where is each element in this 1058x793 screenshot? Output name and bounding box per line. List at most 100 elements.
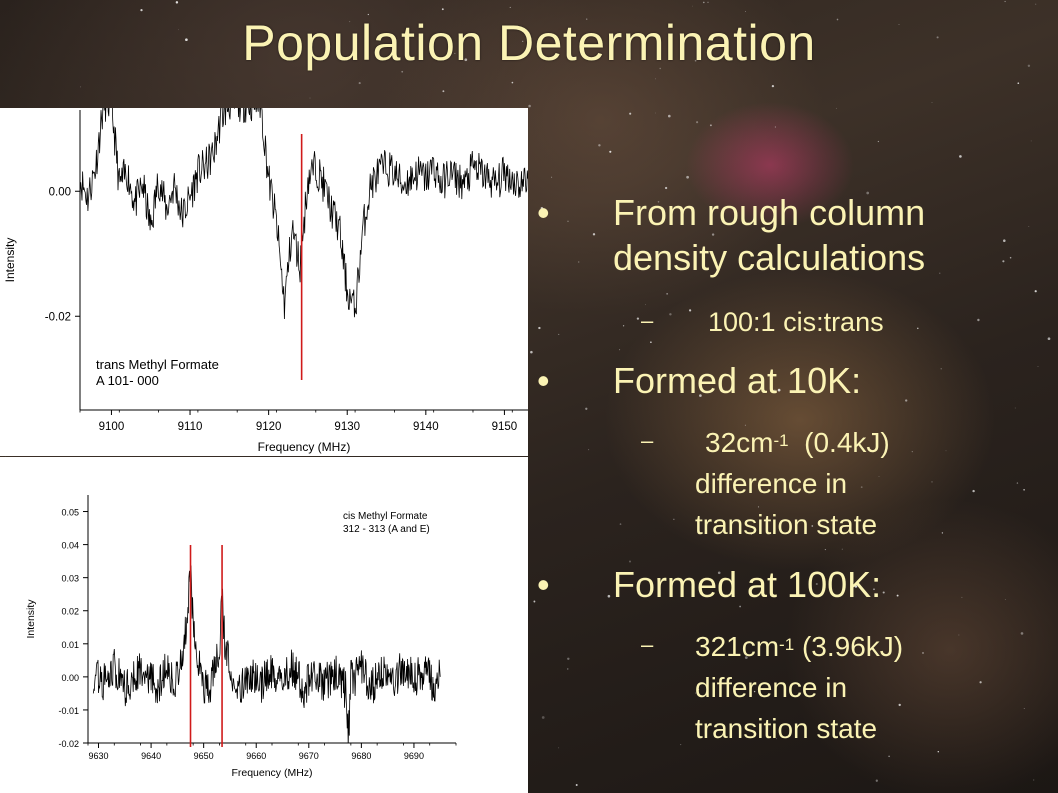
y-tick-label: -0.02 [58,739,79,749]
cis-spectrum-chart: 9630 9640 9650 9660 9670 9680 9690 0.05 0.04 0.03… [25,495,457,779]
star [1030,140,1032,142]
star [622,325,625,327]
star [530,350,533,354]
star [1020,632,1024,635]
star [709,124,712,127]
star [1023,488,1025,491]
sub-bullet-dash: – [641,632,654,657]
chart-annotation: cis Methyl Formate [343,511,428,522]
star [509,6,511,8]
star [692,5,693,7]
energy-kj: (0.4kJ) [804,427,890,458]
star [686,175,689,179]
star [659,67,661,70]
y-tick-label: -0.02 [45,311,71,323]
star [979,681,982,684]
star [619,523,622,525]
star [575,784,578,786]
star [771,84,775,88]
chart-annotation: trans Methyl Formate [96,357,219,372]
star [655,78,656,80]
star [774,389,776,391]
star [567,220,569,222]
star [1004,599,1006,601]
star [939,272,941,274]
star [696,121,699,124]
star [442,90,445,93]
star [777,388,781,392]
star [702,1,705,4]
star [878,476,880,477]
star [511,81,514,84]
spectrum-trace [92,565,441,743]
star [401,70,404,73]
star [1004,0,1006,3]
energy-value: 32cm [705,427,774,458]
star [854,585,858,588]
star [657,201,660,203]
star [1027,64,1031,68]
star [1047,337,1051,341]
star [936,36,939,39]
star [441,8,444,11]
star [931,481,933,483]
star [585,407,588,410]
x-tick-label: 9150 [492,421,518,433]
star [961,596,963,598]
star [358,82,361,85]
star [757,506,760,508]
bullet-dot: • [537,360,550,401]
star [875,779,878,782]
star [688,309,692,312]
star [945,450,947,452]
star [567,657,570,661]
star [848,326,850,328]
star [1003,239,1006,242]
star [898,703,901,707]
sub-bullet-dash: – [641,308,654,333]
star [922,652,924,654]
star [558,333,560,335]
energy-kj: (3.96kJ) [801,631,904,662]
x-tick-label: 9680 [351,751,371,761]
x-tick-label: 9640 [141,751,161,761]
star [715,736,717,738]
star [541,716,545,719]
star [309,97,311,99]
x-axis-label: Frequency (MHz) [231,767,312,779]
star [645,304,646,306]
x-tick-label: 9690 [404,751,424,761]
star [522,40,524,42]
bullet-text: Formed at 10K: [613,360,862,401]
star [664,186,668,190]
bullet-text: From rough column density calculations [613,192,926,278]
star [349,21,351,23]
star [1002,260,1005,263]
spectrum-trace [80,108,528,320]
star [717,571,721,575]
star [841,548,843,550]
x-tick-label: 9630 [88,751,108,761]
star [669,313,672,316]
star [836,18,839,21]
x-tick-label: 9110 [178,421,203,433]
star [707,1,709,3]
sub-bullet-line1: 321cm-1 (3.96kJ) [695,626,903,667]
star [830,220,833,223]
star [680,744,682,746]
page-title: Population Determination [242,15,816,71]
y-tick-label: 0.01 [61,640,79,650]
bullet-dot: • [537,564,550,605]
star [751,534,753,535]
y-axis-label: Intensity [3,238,17,283]
star [977,318,980,322]
star [619,349,621,351]
bullet-text: Formed at 100K: [613,564,882,605]
star [538,326,541,330]
star [896,594,899,597]
chart-annotation: A 101- 000 [96,373,159,388]
star [766,253,768,255]
star [592,233,596,236]
sub-bullet-line3: transition state [695,509,878,540]
y-axis-label: Intensity [25,599,37,639]
